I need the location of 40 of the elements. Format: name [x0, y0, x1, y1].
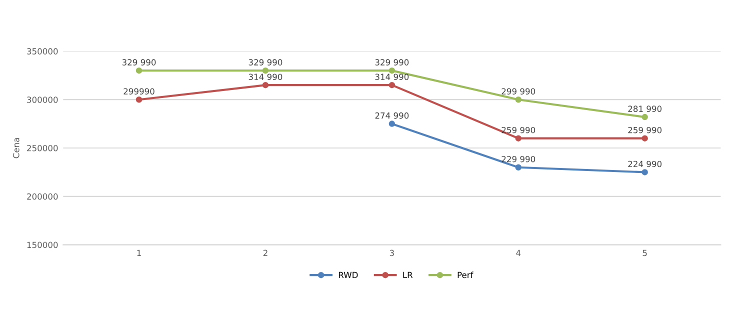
point [262, 67, 269, 74]
x-tick-label: 1 [137, 250, 141, 256]
point [515, 164, 522, 170]
point [136, 96, 142, 103]
point [388, 82, 396, 88]
data-label: 281 990 [628, 106, 662, 112]
point [388, 67, 396, 74]
point [642, 114, 648, 120]
y-tick-label: 150000 [27, 242, 58, 248]
data-label: 274 990 [375, 112, 409, 119]
data-label: 314 990 [375, 74, 409, 80]
data-label: 299 990 [502, 88, 536, 95]
legend-label: RWD [338, 272, 358, 278]
y-tick-label: 250000 [27, 144, 58, 152]
x-tick-label: 4 [516, 250, 521, 256]
y-tick-label: 350000 [27, 48, 58, 54]
data-label: 299990 [124, 88, 154, 95]
point [642, 135, 648, 142]
data-label: 259 990 [502, 126, 536, 134]
point [388, 120, 396, 127]
data-label: 224 990 [628, 160, 662, 168]
data-label: 314 990 [248, 74, 282, 80]
point [262, 82, 269, 88]
legend-label: Perf [458, 272, 474, 278]
y-tick-label: 200000 [27, 193, 58, 200]
data-label: 329 990 [122, 59, 156, 66]
point [515, 96, 522, 103]
x-tick-label: 5 [642, 250, 647, 256]
legend-label: LR [403, 272, 413, 278]
data-label: 329 990 [248, 59, 282, 66]
data-label: 259 990 [628, 126, 662, 134]
point [515, 135, 522, 142]
point [136, 67, 142, 74]
point [642, 169, 648, 176]
x-tick-label: 2 [263, 250, 268, 256]
y-axis-title: Cena [13, 138, 20, 158]
x-tick-label: 3 [390, 250, 394, 256]
y-tick-label: 300000 [27, 96, 58, 103]
data-label: 229 990 [502, 156, 536, 162]
data-label: 329 990 [375, 59, 409, 66]
